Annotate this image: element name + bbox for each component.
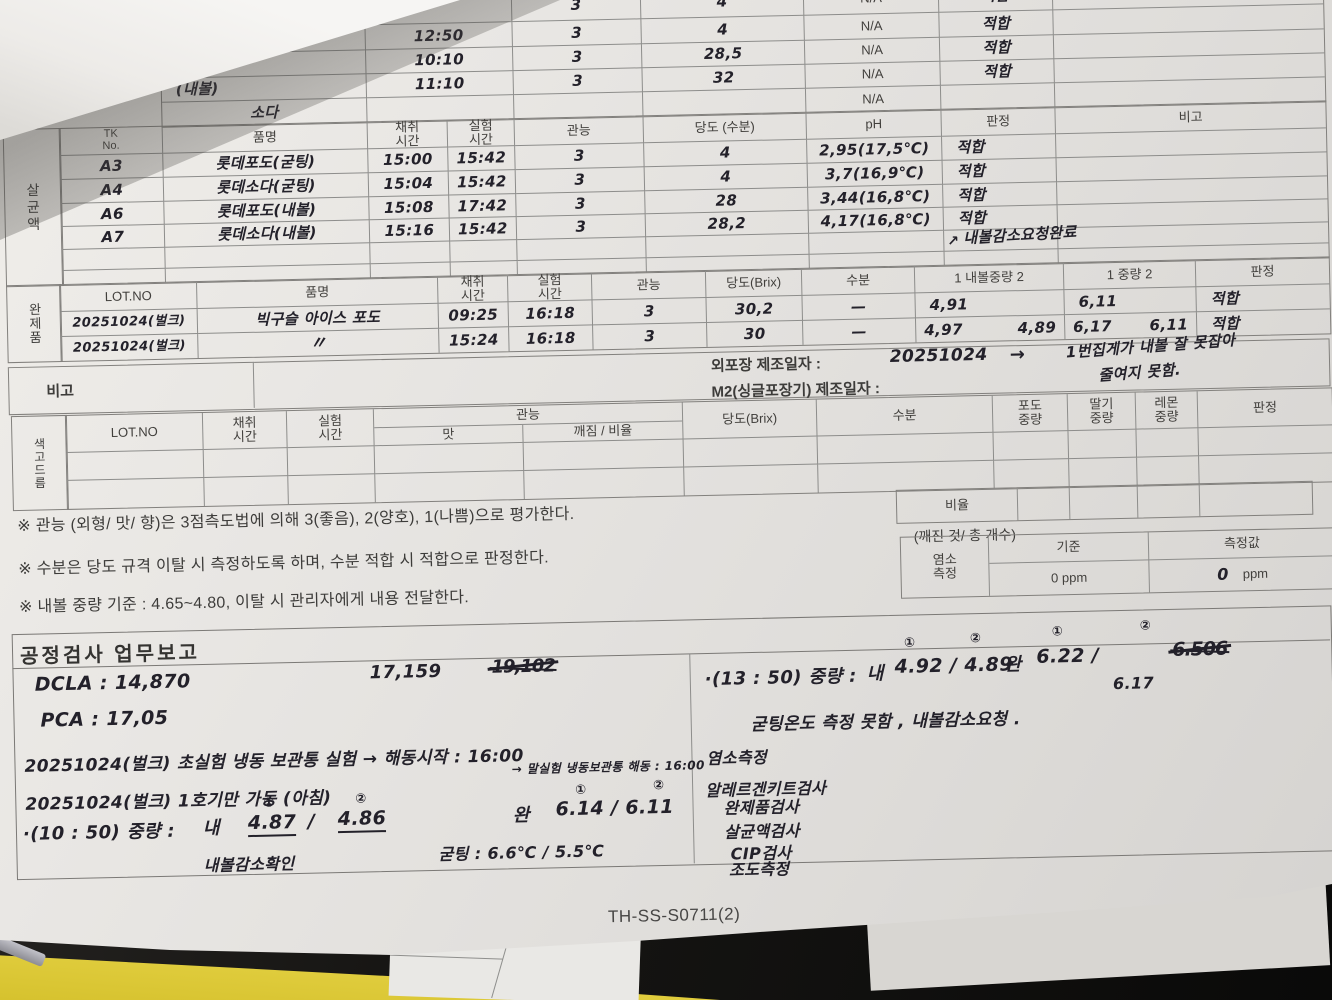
hw-pack-weight: 6.14 / 6.11	[555, 795, 675, 821]
hw-pack-weight-pm: 6.22 /	[1036, 644, 1100, 668]
hw-check-illuminance: 조도측정	[728, 859, 790, 880]
hw-ball-weight-1: 4.87	[247, 811, 297, 838]
outer-pack-date-label: 외포장 제조일자 :	[710, 355, 822, 375]
hw-ball-weight-2: 4.86	[337, 807, 387, 834]
outer-pack-date-value: 20251024	[889, 344, 988, 367]
circled-2: ②	[355, 790, 367, 806]
chlorine-table: 염소 측정 기준 측정값 0 ppm 0 ppm	[899, 527, 1332, 599]
hw-struck-value: 19,102	[491, 655, 556, 678]
note-ball-weight: ※ 내볼 중량 기준 : 4.65~4.80, 이탈 시 관리자에게 내용 전달…	[18, 589, 470, 617]
hw-weight-1050-label: ·(10 : 50) 중량 :	[22, 820, 176, 845]
section-label-icicle: 색고드름	[10, 414, 69, 512]
hw-check-chlorine: 염소측정	[706, 747, 768, 769]
hw-dcla: DCLA : 14,870	[34, 670, 191, 696]
note-arrow: →	[1009, 344, 1026, 366]
hw-pca: PCA : 17,05	[40, 706, 169, 732]
chlorine-label: 염소 측정	[900, 535, 991, 598]
circled-1: ①	[263, 794, 275, 810]
note-moisture: ※ 수분은 당도 규격 이탈 시 측정하도록 하며, 수분 적합 시 적합으로 …	[18, 549, 550, 579]
hw-struck-pack-weight: 6.506	[1171, 637, 1228, 661]
hw-corrected-pack-weight: 6.17	[1112, 673, 1155, 694]
remarks-label: 비고	[46, 382, 75, 401]
hw-weight-1350-label: ·(13 : 50) 중량 :	[704, 665, 857, 691]
hw-tunnel-temp: 굳팅 : 6.6℃ / 5.5℃	[438, 841, 605, 864]
hw-ball-reduce-check: 내볼감소확인	[203, 854, 295, 876]
hw-dcla-value2: 17,159	[369, 660, 442, 684]
handwritten-arrow: ↗	[947, 233, 960, 250]
form-code: TH-SS-S0711(2)	[607, 904, 741, 927]
section-label-finished: 완제품	[6, 284, 63, 364]
hw-check-finished: 완제품검사	[723, 797, 800, 818]
hw-ball-weights-pm: 4.92 / 4.89	[894, 653, 1014, 678]
